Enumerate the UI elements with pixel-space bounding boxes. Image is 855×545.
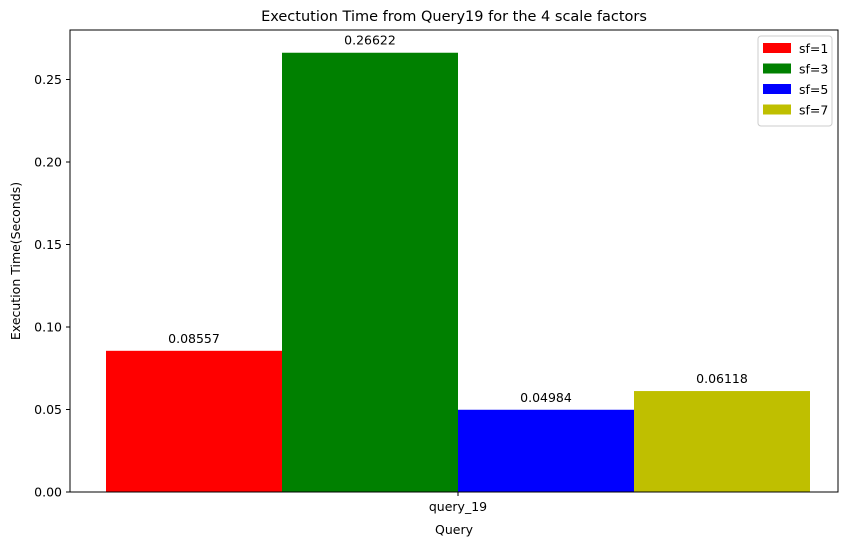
legend-label: sf=7 [799,103,828,118]
y-tick-label: 0.00 [34,485,62,500]
legend-label: sf=5 [799,82,828,97]
legend-swatch [763,104,791,115]
y-tick-label: 0.05 [34,402,62,417]
bars [106,52,810,492]
data-label: 0.26622 [344,33,396,48]
y-tick-label: 0.20 [34,155,62,170]
plot-frame [69,29,839,493]
legend-swatch [763,84,791,94]
legend-label: sf=3 [799,62,828,77]
x-tick-label: query_19 [429,499,487,514]
data-labels: 0.08557 0.26622 0.04984 0.06118 [168,33,748,405]
data-label: 0.08557 [168,331,220,346]
y-tick-label: 0.15 [34,237,62,252]
legend: sf=1 sf=3 sf=5 sf=7 [757,35,833,127]
legend-box [757,35,833,127]
x-axis-label: Query [435,522,474,537]
bar-sf-1 [106,350,282,492]
y-axis: 0.00 0.05 0.10 0.15 0.20 0.25 [34,72,70,500]
x-axis: query_19 [429,492,487,514]
y-tick-label: 0.25 [34,72,62,87]
data-label: 0.06118 [696,371,748,386]
legend-swatch [763,63,791,74]
chart-title: Exectution Time from Query19 for the 4 s… [261,9,647,25]
data-label: 0.04984 [520,390,572,405]
bar-sf-3 [282,52,458,492]
y-axis-label: Execution Time(Seconds) [8,182,23,340]
legend-swatch [763,43,791,53]
y-tick-label: 0.10 [34,320,62,335]
bar-sf-7 [634,391,810,492]
bar-sf-5 [458,409,634,492]
legend-label: sf=1 [799,41,828,56]
